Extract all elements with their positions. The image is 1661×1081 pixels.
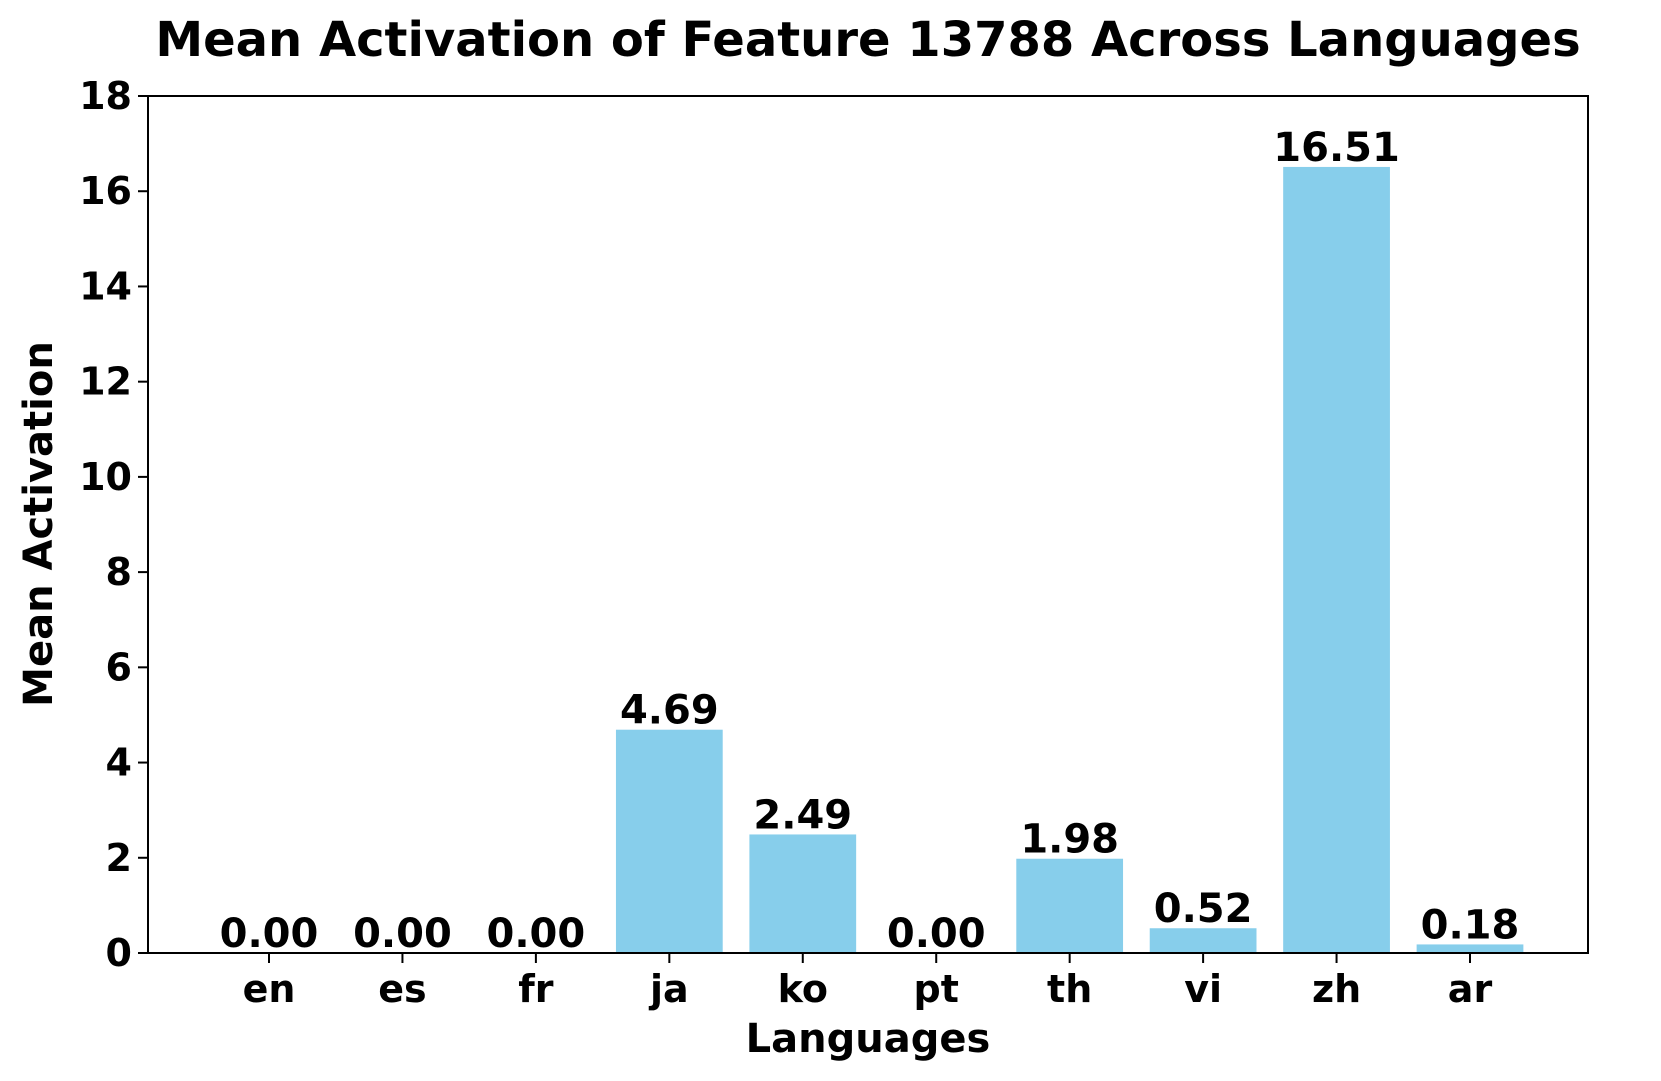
value-labels-group: 0.00 0.00 0.00 4.69 2.49 0.00 1.98 0.52 16.51 0.1… xyxy=(220,125,1520,957)
x-tick-label-ko: ko xyxy=(778,967,828,1011)
bar-zh xyxy=(1283,166,1390,953)
plot-frame xyxy=(147,95,1589,954)
bar-ja xyxy=(615,729,723,953)
x-tick-label-es: es xyxy=(378,967,426,1011)
value-label-zh: 16.51 xyxy=(1273,125,1400,171)
y-tick-label: 2 xyxy=(106,836,132,880)
y-tick-label: 8 xyxy=(106,550,132,594)
bar-vi xyxy=(1149,928,1257,953)
x-tick-label-fr: fr xyxy=(518,967,554,1011)
value-label-ar: 0.18 xyxy=(1421,902,1520,948)
bar-ar xyxy=(1416,944,1524,953)
value-label-fr: 0.00 xyxy=(487,911,586,957)
y-tick-label: 10 xyxy=(79,455,132,499)
bar-ko xyxy=(749,834,857,953)
x-axis-label: Languages xyxy=(746,1016,991,1062)
y-tick-label: 12 xyxy=(79,360,132,404)
y-axis: 0 2 4 6 8 10 12 14 16 18 xyxy=(79,74,148,975)
bar-th xyxy=(1016,858,1124,953)
x-tick-label-vi: vi xyxy=(1184,967,1222,1011)
value-label-th: 1.98 xyxy=(1020,817,1119,863)
value-label-en: 0.00 xyxy=(220,911,319,957)
bars-group xyxy=(615,166,1524,953)
x-tick-label-th: th xyxy=(1047,967,1092,1011)
value-label-es: 0.00 xyxy=(353,911,452,957)
y-tick-label: 18 xyxy=(79,74,132,118)
x-tick-label-pt: pt xyxy=(914,967,959,1011)
x-tick-label-ja: ja xyxy=(648,967,689,1011)
y-axis-label: Mean Activation xyxy=(16,341,62,707)
x-tick-label-en: en xyxy=(243,967,296,1011)
y-tick-label: 16 xyxy=(79,169,132,213)
y-tick-label: 4 xyxy=(106,741,132,785)
chart-title: Mean Activation of Feature 13788 Across … xyxy=(155,12,1580,68)
x-axis: en es fr ja ko pt th vi zh ar xyxy=(243,953,1493,1011)
x-tick-label-ar: ar xyxy=(1448,967,1493,1011)
x-tick-label-zh: zh xyxy=(1312,967,1361,1011)
value-label-pt: 0.00 xyxy=(887,911,986,957)
y-tick-label: 0 xyxy=(106,931,132,975)
value-label-ko: 2.49 xyxy=(753,792,852,838)
value-label-vi: 0.52 xyxy=(1154,886,1253,932)
y-tick-label: 6 xyxy=(106,645,132,689)
y-tick-label: 14 xyxy=(79,264,132,308)
value-label-ja: 4.69 xyxy=(620,688,719,734)
